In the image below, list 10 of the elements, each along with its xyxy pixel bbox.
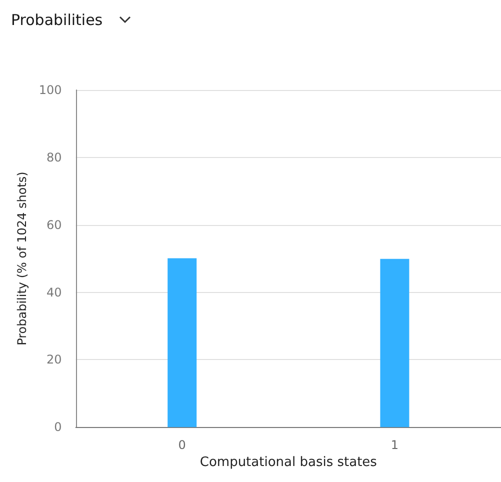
y-tick-label: 20 xyxy=(46,352,62,367)
y-tick-label: 80 xyxy=(46,150,62,164)
y-tick-label: 60 xyxy=(46,218,62,232)
y-axis-title: Probability (% of 1024 shots) xyxy=(15,172,29,346)
x-axis-title: Computational basis states xyxy=(200,455,378,470)
y-tick-label: 100 xyxy=(38,83,62,97)
chart-title: Probabilities xyxy=(11,11,103,29)
x-tick-label: 1 xyxy=(390,438,399,452)
y-tick-label: 0 xyxy=(54,420,62,434)
y-tick-label: 40 xyxy=(46,285,62,300)
